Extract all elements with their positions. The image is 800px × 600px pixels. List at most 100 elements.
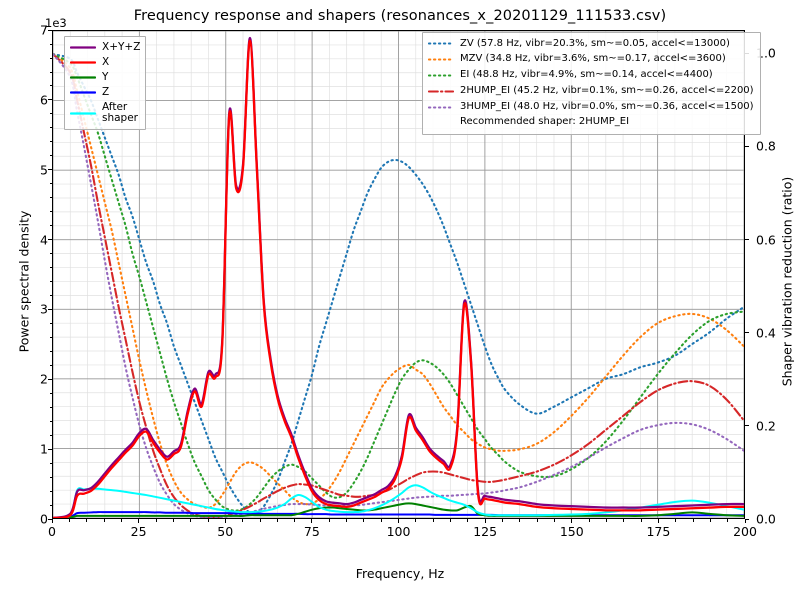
y-tick-label-right: 0.0 [756,511,776,527]
legend-label: Z [102,86,110,99]
legend-entry-ei[interactable]: EI (48.8 Hz, vibr=4.9%, sm~=0.14, accel<… [427,68,754,84]
legend-line-sample [69,91,97,94]
tick-mark [49,253,52,254]
tick-mark [502,519,503,522]
legend-line-sample [69,111,97,115]
tick-mark [49,462,52,464]
legend-entry-zv[interactable]: ZV (57.8 Hz, vibr=20.3%, sm~=0.05, accel… [427,36,754,52]
legend-label: 2HUMP_EI (45.2 Hz, vibr=0.1%, sm~=0.26, … [460,84,754,96]
tick-mark [49,406,52,408]
legend-entry-2hump_ei[interactable]: 2HUMP_EI (45.2 Hz, vibr=0.1%, sm~=0.26, … [427,83,754,99]
tick-mark [432,519,434,522]
tick-mark [51,519,53,523]
tick-mark [49,323,52,324]
tick-mark [49,225,52,226]
legend-label: EI (48.8 Hz, vibr=4.9%, sm~=0.14, accel<… [460,69,713,81]
legend-entry-x+y+z[interactable]: X+Y+Z [69,40,141,55]
tick-mark [49,490,52,492]
legend-label: X+Y+Z [102,41,141,54]
psd-curve-x [53,39,744,518]
tick-mark [48,448,52,450]
x-tick-label: 75 [303,524,320,539]
tick-mark [467,519,469,522]
tick-mark [49,267,52,268]
legend-swatch [427,86,455,97]
tick-mark [692,519,694,522]
tick-mark [311,519,313,523]
y-tick-label-left: 1 [40,441,48,457]
tick-mark [744,519,746,523]
y-tick-label-left: 5 [40,162,48,178]
legend-swatch [427,38,455,49]
tick-mark [640,519,642,522]
tick-mark [49,350,52,352]
tick-mark [49,85,52,87]
tick-mark [276,519,278,522]
tick-mark [48,169,52,171]
shaper-legend: ZV (57.8 Hz, vibr=20.3%, sm~=0.05, accel… [422,32,761,135]
tick-mark [224,519,226,523]
shaper-curve-ei [53,53,744,512]
tick-mark [328,519,330,522]
legend-entry-3hump_ei[interactable]: 3HUMP_EI (48.0 Hz, vibr=0.0%, sm~=0.36, … [427,99,754,115]
tick-mark [346,519,347,522]
series-legend: X+Y+Z X Y Z After shaper [64,36,147,130]
tick-mark [49,336,52,338]
tick-mark [49,57,52,59]
legend-swatch [69,87,97,98]
tick-mark [49,295,52,296]
tick-mark [48,518,52,520]
legend-swatch [69,42,97,53]
tick-mark [380,519,382,522]
legend-entry-z[interactable]: Z [69,85,140,100]
tick-mark [745,518,749,520]
legend-label: Y [102,71,109,84]
x-tick-label: 50 [217,524,234,539]
legend-entry-after-shaper[interactable]: After shaper [69,100,140,126]
legend-swatch [69,108,97,119]
legend-line-sample [427,90,455,93]
tick-mark [49,476,52,478]
tick-mark [49,43,52,45]
x-tick-label: 25 [130,524,147,539]
tick-mark [484,519,486,523]
tick-mark [657,519,659,523]
tick-mark [48,308,52,310]
tick-mark [138,519,140,523]
x-tick-label: 200 [733,524,757,539]
y-axis-label-right: Shaper vibration reduction (ratio) [779,176,795,387]
tick-mark [675,519,677,522]
tick-mark [155,519,157,522]
data-layer [53,36,744,518]
tick-mark [49,141,52,143]
legend-swatch [69,57,97,68]
legend-swatch [427,54,455,65]
legend-entry-y[interactable]: Y [69,70,140,85]
tick-mark [48,378,52,380]
legend-entry-x[interactable]: X [69,55,140,70]
tick-mark [68,519,70,522]
tick-mark [49,197,52,199]
tick-mark [49,211,52,213]
tick-mark [242,519,243,522]
recommended-shaper-note: Recommended shaper: 2HUMP_EI [460,116,630,128]
x-tick-label: 175 [646,524,671,539]
legend-entry-mzv[interactable]: MZV (34.8 Hz, vibr=3.6%, sm~=0.17, accel… [427,52,754,68]
legend-line-sample [69,76,97,79]
tick-mark [49,155,52,157]
tick-mark [745,425,749,427]
tick-mark [172,519,174,522]
tick-mark [48,99,52,101]
tick-mark [49,364,52,366]
legend-line-sample [69,46,97,49]
legend-line-sample [427,58,455,61]
tick-mark [49,127,52,129]
tick-mark [745,332,749,334]
tick-mark [48,29,52,31]
tick-mark [536,519,538,522]
tick-mark [49,113,52,115]
tick-mark [49,71,52,73]
chart-title: Frequency response and shapers (resonanc… [133,8,667,24]
tick-mark [415,519,417,522]
